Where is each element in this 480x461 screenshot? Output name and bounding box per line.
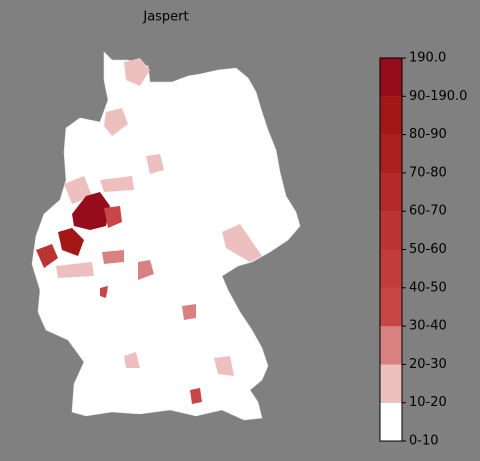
colorbar-label: 30-40 (409, 319, 447, 334)
region (72, 192, 110, 230)
colorbar-segment (380, 96, 402, 135)
colorbar-segment (380, 58, 402, 97)
region (124, 58, 150, 86)
region (100, 286, 108, 298)
region (104, 206, 122, 228)
germany-map (31, 51, 301, 421)
region (190, 388, 202, 404)
region (182, 304, 196, 320)
colorbar-label: 0-10 (409, 434, 439, 449)
colorbar-segment (380, 402, 402, 441)
colorbar-segment (380, 287, 402, 327)
region (100, 176, 134, 192)
colorbar-label: 70-80 (409, 165, 447, 180)
colorbar-label: 50-60 (409, 242, 447, 257)
colorbar: 0-10 10-20 20-30 30-40 40-50 50-60 60-70 70-80 8… (379, 51, 467, 449)
country-outline (31, 51, 301, 421)
colorbar-label: 60-70 (409, 204, 447, 219)
colorbar-segment (380, 364, 402, 403)
colorbar-label: 190.0 (409, 51, 446, 66)
region (222, 224, 262, 262)
region (146, 154, 164, 174)
region (124, 352, 140, 368)
colorbar-segment (380, 326, 402, 365)
region (56, 262, 94, 278)
region (102, 250, 124, 264)
colorbar-segment (380, 172, 402, 212)
colorbar-label: 20-30 (409, 357, 447, 372)
region (36, 244, 58, 268)
region (58, 228, 84, 256)
region (214, 356, 234, 376)
map-title: Jaspert (142, 10, 188, 25)
colorbar-label: 80-90 (409, 127, 447, 142)
colorbar-label: 10-20 (409, 395, 447, 410)
region (138, 260, 154, 280)
colorbar-segment (380, 249, 402, 288)
colorbar-label: 40-50 (409, 280, 447, 295)
region (64, 176, 92, 204)
colorbar-label: 90-190.0 (409, 89, 467, 104)
colorbar-segment (380, 211, 402, 250)
region (104, 108, 128, 136)
colorbar-segment (380, 134, 402, 173)
